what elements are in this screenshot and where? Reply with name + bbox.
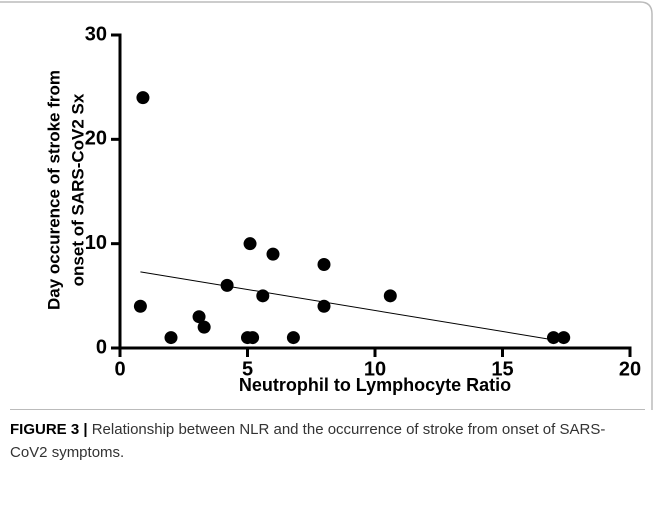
x-tick-label: 15: [491, 358, 513, 380]
frame: [0, 1, 653, 410]
point: [383, 289, 397, 303]
point: [192, 310, 206, 324]
y-tick-label: 0: [96, 336, 107, 358]
trend-line: [140, 271, 559, 342]
chart: Neutrophil to Lymphocyte Ratio Day occur…: [0, 1, 653, 410]
x-tick-label: 10: [364, 358, 386, 380]
x-tick-label: 20: [619, 358, 641, 380]
y-tick-label: 20: [85, 128, 107, 150]
point: [317, 258, 331, 272]
y-axis-label-line: onset of SARS-CoV2 Sx: [68, 93, 87, 286]
x-tick-label: 5: [242, 358, 253, 380]
x-tick-label: 0: [114, 358, 125, 380]
x-axis-label: Neutrophil to Lymphocyte Ratio: [239, 375, 511, 395]
caption-label: FIGURE 3 |: [10, 421, 88, 438]
point: [243, 237, 257, 251]
y-axis-label-line: Day occurence of stroke from: [44, 70, 63, 310]
y-axis-label: Day occurence of stroke from onset of SA…: [44, 70, 87, 310]
caption-rule: [10, 409, 645, 410]
point: [133, 299, 147, 313]
point: [266, 247, 280, 261]
point: [317, 299, 331, 313]
point: [547, 331, 560, 345]
point: [197, 320, 211, 334]
point: [256, 289, 270, 303]
y-tick-label: 30: [85, 23, 107, 45]
y-tick-label: 10: [85, 232, 107, 254]
caption-text: Relationship between NLR and the occurre…: [10, 421, 606, 461]
point: [286, 331, 300, 345]
point: [136, 91, 150, 105]
point: [246, 331, 260, 345]
caption: FIGURE 3 | Relationship between NLR and …: [10, 418, 610, 464]
point: [557, 331, 571, 345]
point: [164, 331, 178, 345]
point: [220, 278, 234, 292]
